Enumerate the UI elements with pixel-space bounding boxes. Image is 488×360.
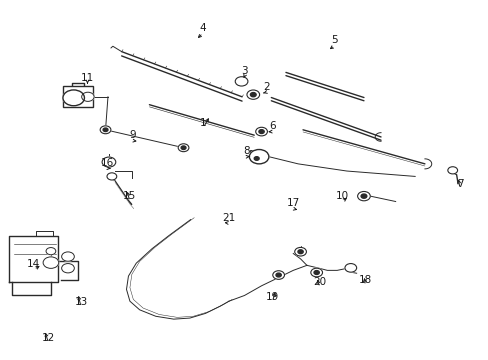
Circle shape <box>254 157 259 160</box>
Circle shape <box>250 93 256 97</box>
Text: 11: 11 <box>81 73 94 83</box>
Text: 12: 12 <box>42 333 55 343</box>
Text: 18: 18 <box>358 275 371 285</box>
Text: 2: 2 <box>263 82 269 92</box>
Text: 19: 19 <box>265 292 278 302</box>
Circle shape <box>344 264 356 272</box>
Text: 5: 5 <box>331 35 337 45</box>
Text: 10: 10 <box>335 191 348 201</box>
Circle shape <box>235 77 247 86</box>
Circle shape <box>297 250 303 254</box>
Text: 20: 20 <box>313 277 326 287</box>
Circle shape <box>310 268 322 277</box>
Circle shape <box>360 194 366 198</box>
FancyBboxPatch shape <box>63 86 93 107</box>
Circle shape <box>61 252 74 261</box>
Text: 17: 17 <box>286 198 299 208</box>
Circle shape <box>272 271 284 279</box>
Circle shape <box>275 273 281 277</box>
Circle shape <box>357 192 369 201</box>
Circle shape <box>102 157 116 167</box>
Text: 6: 6 <box>268 121 275 131</box>
Circle shape <box>255 127 267 136</box>
Text: 21: 21 <box>222 213 235 222</box>
Circle shape <box>294 247 306 256</box>
Circle shape <box>259 130 264 134</box>
Circle shape <box>63 90 84 106</box>
Text: 3: 3 <box>241 66 247 76</box>
Circle shape <box>100 126 111 134</box>
Text: 9: 9 <box>129 130 135 140</box>
Circle shape <box>313 271 319 274</box>
Circle shape <box>61 264 74 273</box>
Circle shape <box>107 173 117 180</box>
Circle shape <box>81 92 94 102</box>
Circle shape <box>43 257 59 268</box>
Circle shape <box>447 167 457 174</box>
Circle shape <box>246 90 259 99</box>
Text: 16: 16 <box>100 158 113 168</box>
Text: 7: 7 <box>456 179 463 189</box>
Text: 8: 8 <box>243 146 250 156</box>
Circle shape <box>46 248 56 255</box>
Circle shape <box>181 146 185 149</box>
Text: 13: 13 <box>74 297 87 307</box>
Text: 14: 14 <box>27 259 41 269</box>
Text: 1: 1 <box>199 118 206 128</box>
Circle shape <box>178 144 188 152</box>
Circle shape <box>103 128 108 131</box>
Text: 4: 4 <box>199 23 206 33</box>
Text: 15: 15 <box>123 191 136 201</box>
Circle shape <box>249 149 268 164</box>
